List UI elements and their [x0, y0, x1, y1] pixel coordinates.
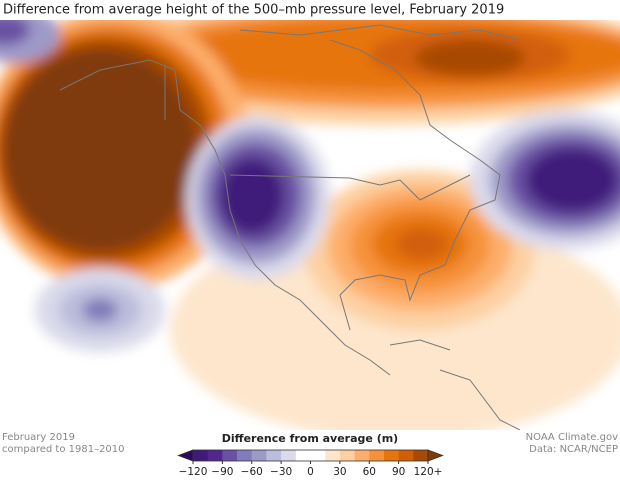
colorbar-tick-label: −90 [211, 466, 233, 478]
footer-left: compared to 1981–2010 [2, 444, 125, 455]
colorbar-tick-label: −120 [179, 466, 208, 478]
colorbar-bin [237, 450, 253, 461]
colorbar-tick-label: 30 [333, 466, 346, 478]
colorbar-tick-label: 60 [363, 466, 376, 478]
colorbar-tick-label: 120+ [414, 466, 443, 478]
colorbar-bin [369, 450, 385, 461]
anomaly-field [0, 20, 620, 430]
colorbar-bin [398, 450, 414, 461]
coastlines [59, 24, 521, 430]
colorbar-tick-label: −30 [270, 466, 292, 478]
colorbar-tick-label: −60 [241, 466, 263, 478]
colorbar-arrow [177, 449, 194, 462]
footer-right: Data: NCAR/NCEP [529, 444, 618, 455]
colorbar-arrow [427, 449, 444, 462]
colorbar-tick-label: 0 [307, 466, 314, 478]
map [0, 20, 620, 430]
colorbar-bin [222, 450, 238, 461]
colorbar-bin [281, 450, 297, 461]
colorbar-tick-label: 90 [392, 466, 405, 478]
colorbar: −120 −90 −60 −30 0 30 60 90 120+ [177, 449, 444, 478]
colorbar-bin [413, 450, 429, 461]
colorbar-bin [295, 450, 311, 461]
colorbar-bin [310, 450, 326, 461]
legend-title: Difference from average (m) [222, 432, 398, 445]
colorbar-bin [193, 450, 208, 461]
title: Difference from average height of the 50… [3, 3, 504, 18]
footer-right: NOAA Climate.gov [526, 432, 618, 443]
colorbar-bin [383, 450, 399, 461]
colorbar-bin [339, 450, 355, 461]
colorbar-bin [354, 450, 370, 461]
colorbar-bin [325, 450, 341, 461]
colorbar-bin [251, 450, 267, 461]
colorbar-bin [207, 450, 223, 461]
colorbar-bin [266, 450, 282, 461]
footer-left: February 2019 [2, 432, 75, 443]
